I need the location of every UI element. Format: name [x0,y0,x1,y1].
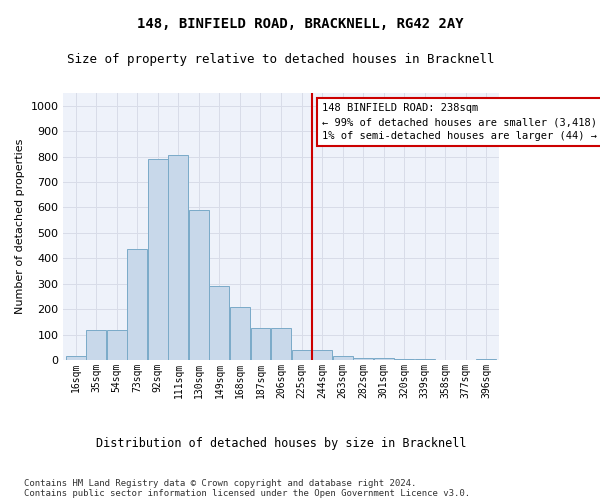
Bar [66,356,86,360]
Bar [292,350,311,360]
Text: 148 BINFIELD ROAD: 238sqm
← 99% of detached houses are smaller (3,418)
1% of sem: 148 BINFIELD ROAD: 238sqm ← 99% of detac… [322,103,597,141]
X-axis label: Distribution of detached houses by size in Bracknell: Distribution of detached houses by size … [96,437,466,450]
Bar [312,350,332,360]
Bar [230,306,250,360]
Bar [374,358,394,360]
Bar [353,358,373,360]
Bar [415,359,434,360]
Bar [476,359,496,360]
Bar [209,286,229,360]
Bar [271,328,291,360]
Bar [127,250,147,360]
Bar [251,328,271,360]
Bar [169,156,188,360]
Text: Contains public sector information licensed under the Open Government Licence v3: Contains public sector information licen… [24,488,470,498]
Y-axis label: Number of detached properties: Number of detached properties [15,139,25,314]
Bar [107,330,127,360]
Bar [189,210,209,360]
Text: Contains HM Land Registry data © Crown copyright and database right 2024.: Contains HM Land Registry data © Crown c… [24,478,416,488]
Text: 148, BINFIELD ROAD, BRACKNELL, RG42 2AY: 148, BINFIELD ROAD, BRACKNELL, RG42 2AY [137,18,463,32]
Bar [332,356,353,360]
Bar [148,159,168,360]
Bar [86,330,106,360]
Bar [394,359,414,360]
Title: Size of property relative to detached houses in Bracknell: Size of property relative to detached ho… [67,52,495,66]
